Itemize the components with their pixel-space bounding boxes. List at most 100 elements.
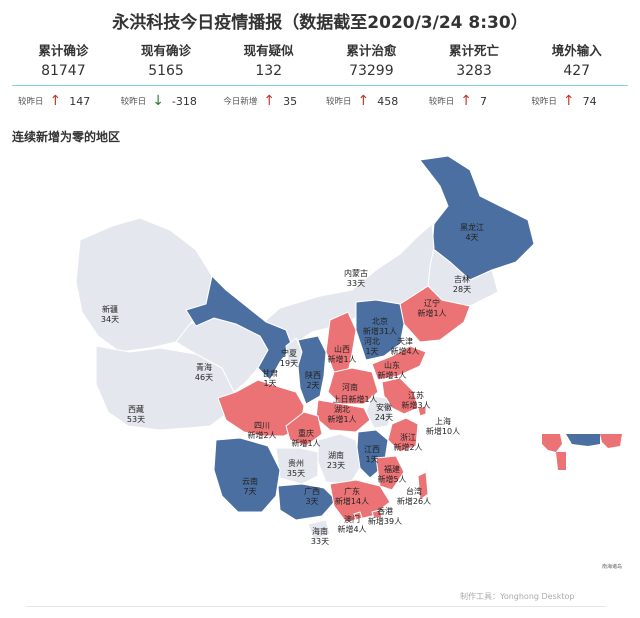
inset-shape-2 bbox=[566, 434, 600, 446]
province-macau[interactable] bbox=[353, 511, 363, 521]
province-value-hongkong: 新增39人 bbox=[368, 516, 402, 526]
province-value-shanxi: 新增1人 bbox=[327, 354, 356, 364]
province-value-shandong: 新增1人 bbox=[377, 370, 406, 380]
arrow-up-icon: ↑ bbox=[460, 93, 472, 109]
province-name-neimenggu: 内蒙古 bbox=[344, 268, 368, 278]
inset-shape-3 bbox=[600, 434, 622, 448]
province-shanghai[interactable] bbox=[417, 405, 427, 417]
stat-existing: 现有确诊 5165 bbox=[115, 42, 218, 85]
province-name-sichuan: 四川 bbox=[254, 421, 270, 430]
province-value-xizang: 53天 bbox=[127, 415, 145, 424]
province-value-zhejiang: 新增2人 bbox=[393, 442, 422, 452]
province-gansu[interactable] bbox=[185, 274, 293, 381]
province-value-sichuan: 新增2人 bbox=[247, 430, 276, 440]
province-name-yunnan: 云南 bbox=[242, 476, 258, 486]
inset-shape-1 bbox=[542, 434, 562, 452]
province-name-shaanxi: 陕西 bbox=[305, 370, 321, 380]
province-value-guangxi: 3天 bbox=[305, 497, 318, 506]
arrow-up-icon: ↑ bbox=[357, 93, 370, 109]
province-heilongjiang[interactable] bbox=[419, 155, 535, 281]
province-value-gansu: 1天 bbox=[263, 379, 276, 388]
province-guangxi[interactable] bbox=[277, 483, 337, 521]
delta-value: 74 bbox=[582, 94, 597, 108]
delta-deaths: 较昨日 ↑ 7 bbox=[423, 92, 526, 110]
province-shaanxi[interactable] bbox=[297, 335, 327, 405]
stat-label: 累计治愈 bbox=[346, 43, 397, 58]
province-value-xinjiang: 34天 bbox=[101, 315, 119, 324]
province-name-xizang: 西藏 bbox=[128, 404, 144, 414]
province-name-qinghai: 青海 bbox=[196, 362, 212, 372]
stat-imported: 境外输入 427 bbox=[525, 42, 628, 85]
province-name-guizhou: 贵州 bbox=[288, 458, 304, 468]
footer-divider bbox=[26, 606, 606, 607]
province-hainan[interactable] bbox=[307, 519, 331, 541]
province-name-zhejiang: 浙江 bbox=[400, 432, 416, 442]
province-xizang[interactable] bbox=[95, 345, 235, 431]
province-value-macau: 新增4人 bbox=[337, 524, 366, 534]
province-value-taiwan: 新增26人 bbox=[397, 496, 431, 506]
delta-label: 较昨日 bbox=[120, 97, 147, 107]
province-value-shanghai: 新增10人 bbox=[426, 426, 460, 436]
province-value-beijing: 新增31人 bbox=[363, 326, 397, 336]
province-name-liaoning: 辽宁 bbox=[424, 298, 440, 308]
province-name-shanxi: 山西 bbox=[334, 344, 350, 354]
province-value-jiangxi: 1天 bbox=[365, 455, 378, 464]
province-name-shanghai: 上海 bbox=[435, 416, 451, 426]
province-value-fujian: 新增5人 bbox=[377, 474, 406, 484]
province-value-guangdong: 新增14人 bbox=[335, 496, 369, 506]
province-value-hunan: 23天 bbox=[327, 461, 345, 470]
province-name-guangdong: 广东 bbox=[344, 486, 360, 496]
province-value-ningxia: 19天 bbox=[280, 359, 298, 368]
province-guizhou[interactable] bbox=[275, 447, 319, 485]
stat-value: 427 bbox=[563, 63, 591, 79]
province-neimenggu[interactable] bbox=[251, 222, 435, 351]
footer-credit: 制作工具：Yonghong Desktop bbox=[460, 592, 575, 601]
province-liaoning[interactable] bbox=[399, 285, 471, 343]
province-hunan[interactable] bbox=[317, 433, 361, 485]
province-value-neimenggu: 33天 bbox=[347, 279, 365, 288]
province-name-hebei: 河北 bbox=[364, 336, 380, 346]
stats-row: 累计确诊 81747 现有确诊 5165 现有疑似 132 累计治愈 73299… bbox=[12, 42, 628, 86]
extra-label: 上日新增1人 bbox=[332, 394, 377, 404]
stat-value: 81747 bbox=[41, 63, 86, 79]
delta-value: 7 bbox=[479, 94, 487, 108]
delta-label: 较昨日 bbox=[428, 97, 455, 107]
delta-value: 458 bbox=[377, 94, 399, 108]
province-name-chongqing: 重庆 bbox=[298, 428, 314, 438]
province-value-anhui: 24天 bbox=[375, 413, 393, 422]
province-value-liaoning: 新增1人 bbox=[417, 308, 446, 318]
stat-label: 现有确诊 bbox=[141, 43, 192, 58]
province-value-chongqing: 新增1人 bbox=[291, 438, 320, 448]
south-sea-inset: 南海诸岛 bbox=[542, 434, 622, 570]
section-title: 连续新增为零的地区 bbox=[12, 130, 121, 144]
province-taiwan[interactable] bbox=[417, 471, 429, 501]
stat-label: 累计死亡 bbox=[449, 43, 500, 58]
province-chongqing[interactable] bbox=[285, 411, 323, 447]
province-shapes bbox=[75, 155, 535, 541]
arrow-up-icon: ↑ bbox=[263, 93, 276, 109]
province-name-henan: 河南 bbox=[342, 382, 358, 392]
province-name-macau: 澳门 bbox=[344, 514, 360, 524]
province-value-yunnan: 7天 bbox=[243, 487, 256, 496]
delta-imported: 较昨日 ↑ 74 bbox=[525, 92, 628, 110]
delta-existing: 较昨日 ↓ -318 bbox=[115, 92, 218, 110]
province-value-qinghai: 46天 bbox=[195, 373, 213, 382]
stat-deaths: 累计死亡 3283 bbox=[423, 42, 526, 85]
province-hebei[interactable] bbox=[355, 299, 405, 361]
province-name-heilongjiang: 黑龙江 bbox=[460, 222, 484, 232]
province-name-anhui: 安徽 bbox=[376, 402, 392, 412]
province-shandong[interactable] bbox=[371, 345, 427, 381]
delta-value: 147 bbox=[69, 94, 91, 108]
province-shanxi[interactable] bbox=[325, 311, 357, 373]
province-fujian[interactable] bbox=[375, 455, 405, 491]
arrow-down-icon: ↓ bbox=[152, 93, 164, 109]
province-value-hainan: 33天 bbox=[311, 537, 329, 546]
delta-label: 较昨日 bbox=[326, 97, 352, 107]
province-name-jiangsu: 江苏 bbox=[408, 390, 424, 400]
province-value-tianjin: 新增4人 bbox=[390, 346, 419, 356]
inset-label: 南海诸岛 bbox=[602, 563, 622, 570]
stat-value: 5165 bbox=[148, 63, 184, 79]
province-hongkong[interactable] bbox=[371, 509, 383, 519]
province-yunnan[interactable] bbox=[213, 437, 281, 513]
